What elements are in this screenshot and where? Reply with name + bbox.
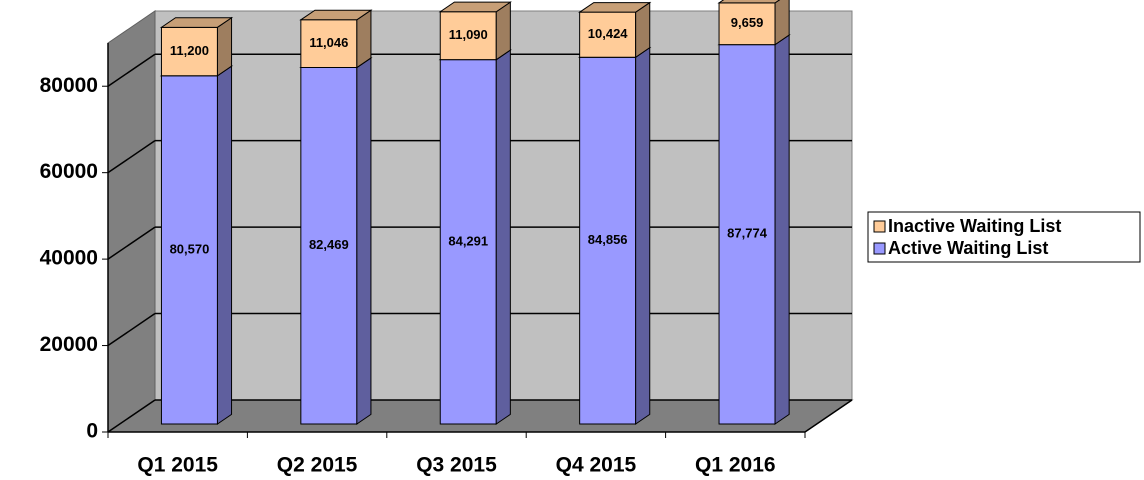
bar-side <box>495 49 511 425</box>
y-tick-label: 40000 <box>40 247 98 270</box>
legend-label: Active Waiting List <box>888 238 1048 258</box>
value-label: 82,469 <box>309 237 349 252</box>
value-label: 80,570 <box>170 241 210 256</box>
y-tick-label: 60000 <box>40 160 98 183</box>
value-label: 84,856 <box>588 232 628 247</box>
value-label: 84,291 <box>448 233 488 248</box>
y-tick-label: 80000 <box>40 74 98 97</box>
bar-top <box>578 2 652 13</box>
x-tick-label: Q3 2015 <box>416 454 497 477</box>
grid-line <box>107 140 156 174</box>
x-tick-label: Q2 2015 <box>277 454 358 477</box>
grid-line <box>107 399 156 433</box>
value-label: 11,200 <box>170 43 209 58</box>
side-wall <box>107 10 156 433</box>
value-label: 11,090 <box>449 27 488 42</box>
x-tick-label: Q1 2015 <box>137 454 218 477</box>
value-label: 87,774 <box>727 226 768 241</box>
value-label: 11,046 <box>309 35 348 50</box>
y-tick-label: 20000 <box>40 333 98 356</box>
bar-top <box>438 1 512 13</box>
bar-top <box>299 9 373 21</box>
bar-top <box>159 17 234 28</box>
legend-swatch <box>873 242 886 255</box>
bar-side <box>774 0 790 46</box>
bar-top <box>717 0 781 4</box>
x-tick-label: Q1 2016 <box>695 454 776 477</box>
legend-box <box>867 211 1141 263</box>
bar-side <box>635 46 651 425</box>
grid-line <box>107 312 156 347</box>
legend-label: Inactive Waiting List <box>888 216 1061 236</box>
bar-side <box>774 34 790 425</box>
value-label: 10,424 <box>588 26 629 41</box>
bar-side <box>356 57 372 425</box>
y-tick-label: 0 <box>86 420 98 443</box>
x-tick-label: Q4 2015 <box>556 454 637 477</box>
grid-line <box>107 226 156 260</box>
value-label: 9,659 <box>731 15 764 30</box>
grid-line <box>107 53 156 87</box>
bar-side <box>216 65 233 425</box>
legend-swatch <box>873 220 886 233</box>
